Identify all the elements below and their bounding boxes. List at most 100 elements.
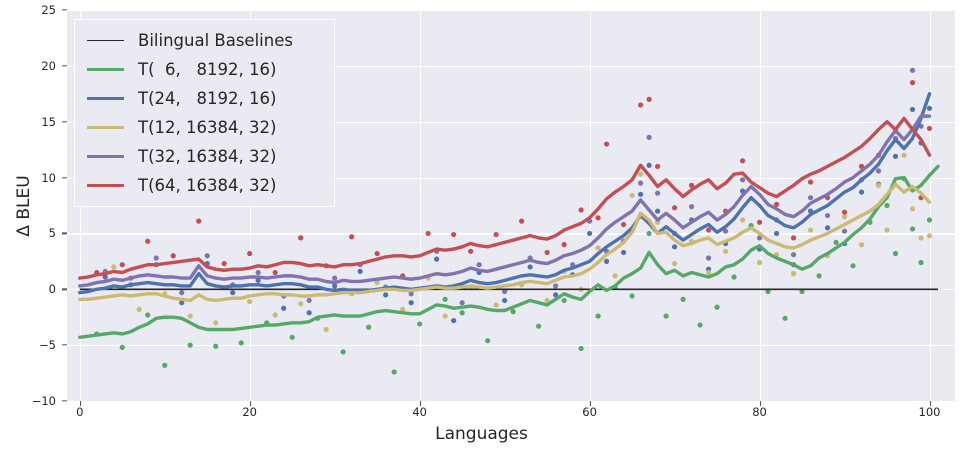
scatter-point xyxy=(688,182,695,188)
legend-swatch xyxy=(87,155,124,158)
y-tick-mark xyxy=(62,344,67,346)
scatter-point xyxy=(739,158,746,164)
scatter-point xyxy=(909,80,916,86)
scatter-point xyxy=(756,219,763,225)
legend-label: T(24, 8192, 16) xyxy=(138,89,277,108)
scatter-point xyxy=(544,249,550,256)
scatter-point xyxy=(620,249,627,256)
y-tick-label: 20 xyxy=(41,58,56,73)
x-tick-label: 0 xyxy=(76,405,84,419)
scatter-point xyxy=(620,221,627,228)
legend-item[interactable]: Bilingual Baselines xyxy=(75,26,334,55)
scatter-point xyxy=(807,195,814,201)
scatter-point xyxy=(790,235,797,241)
scatter-point xyxy=(603,258,610,264)
scatter-point xyxy=(901,152,907,158)
scatter-point xyxy=(391,369,397,375)
y-tick-mark xyxy=(62,9,67,11)
scatter-point xyxy=(714,304,720,310)
legend-item[interactable]: T(64, 16384, 32) xyxy=(75,171,334,200)
scatter-point xyxy=(145,312,151,318)
scatter-point xyxy=(765,288,771,295)
scatter-point xyxy=(281,305,287,311)
scatter-point xyxy=(824,212,831,219)
scatter-point xyxy=(442,313,448,319)
scatter-point xyxy=(493,302,499,308)
scatter-point xyxy=(544,297,550,304)
scatter-point xyxy=(476,262,482,268)
scatter-point xyxy=(145,238,151,244)
scatter-point xyxy=(306,310,312,316)
x-tick-mark xyxy=(419,401,421,406)
scatter-point xyxy=(884,227,890,233)
scatter-point xyxy=(247,298,253,305)
x-tick-label: 20 xyxy=(242,405,258,419)
scatter-point xyxy=(578,207,584,213)
line-series xyxy=(78,182,932,303)
scatter-point xyxy=(289,334,295,340)
scatter-point xyxy=(561,242,567,248)
scatter-point xyxy=(179,290,185,296)
scatter-point xyxy=(332,275,338,281)
scatter-point xyxy=(654,190,661,196)
x-tick-label: 80 xyxy=(752,405,767,419)
scatter-point xyxy=(646,230,652,237)
scatter-point xyxy=(646,134,652,140)
scatter-point xyxy=(119,262,125,268)
scatter-point xyxy=(408,300,414,306)
scatter-point xyxy=(417,321,423,327)
scatter-point xyxy=(654,208,661,214)
scatter-point xyxy=(807,179,814,185)
scatter-point xyxy=(459,310,465,316)
scatter-point xyxy=(272,269,278,276)
scatter-point xyxy=(841,214,848,220)
scatter-point xyxy=(680,296,686,302)
scatter-point xyxy=(536,323,542,329)
scatter-point xyxy=(841,228,848,234)
y-tick-label: 5 xyxy=(48,226,56,241)
scatter-point xyxy=(595,215,601,221)
scatter-point xyxy=(349,234,355,240)
scatter-point xyxy=(510,309,516,315)
scatter-point xyxy=(298,301,304,307)
scatter-point xyxy=(425,230,431,237)
scatter-point xyxy=(926,125,933,132)
gridline-horizontal xyxy=(67,65,955,67)
scatter-point xyxy=(468,248,474,254)
scatter-point xyxy=(646,162,652,168)
legend-item[interactable]: T(24, 8192, 16) xyxy=(75,84,334,113)
legend-item[interactable]: T(12, 16384, 32) xyxy=(75,113,334,142)
scatter-point xyxy=(722,248,729,254)
scatter-point xyxy=(187,313,193,319)
scatter-point xyxy=(553,292,559,298)
scatter-point xyxy=(187,342,193,348)
scatter-point xyxy=(918,235,924,241)
scatter-point xyxy=(323,326,329,333)
y-tick-label: 25 xyxy=(41,3,56,17)
legend-item[interactable]: T(32, 16384, 32) xyxy=(75,142,334,171)
scatter-point xyxy=(153,255,159,261)
scatter-point xyxy=(247,250,253,257)
scatter-point xyxy=(612,273,618,279)
x-tick-mark xyxy=(929,401,931,406)
scatter-point xyxy=(383,292,389,298)
scatter-point xyxy=(102,274,108,280)
scatter-point xyxy=(663,313,669,319)
scatter-point xyxy=(773,201,780,207)
scatter-point xyxy=(841,209,848,215)
scatter-point xyxy=(909,106,916,113)
scatter-point xyxy=(816,273,822,279)
scatter-point xyxy=(196,218,202,224)
scatter-point xyxy=(230,290,236,296)
scatter-point xyxy=(739,217,746,223)
scatter-point xyxy=(502,297,508,304)
gridline-horizontal xyxy=(67,121,955,123)
scatter-point xyxy=(756,259,763,266)
chart-legend[interactable]: Bilingual Baselines T( 6, 8192, 16) T(24, … xyxy=(74,19,335,207)
gridline-horizontal xyxy=(67,177,955,179)
x-tick-label: 60 xyxy=(582,405,597,419)
scatter-point xyxy=(587,230,593,237)
legend-item[interactable]: T( 6, 8192, 16) xyxy=(75,55,334,84)
gridline-vertical xyxy=(929,10,931,401)
scatter-point xyxy=(833,239,839,245)
